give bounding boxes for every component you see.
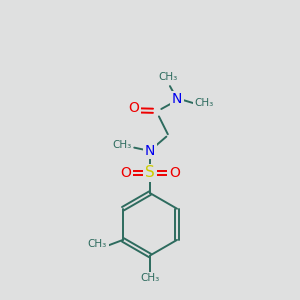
Text: CH₃: CH₃ (195, 98, 214, 108)
Text: O: O (169, 166, 180, 180)
Text: S: S (145, 165, 155, 180)
Text: N: N (172, 92, 182, 106)
Text: CH₃: CH₃ (159, 72, 178, 82)
Text: CH₃: CH₃ (112, 140, 131, 150)
Text: CH₃: CH₃ (88, 239, 107, 249)
Text: O: O (128, 101, 139, 115)
Text: O: O (120, 166, 131, 180)
Text: CH₃: CH₃ (140, 273, 160, 284)
Text: N: N (145, 144, 155, 158)
